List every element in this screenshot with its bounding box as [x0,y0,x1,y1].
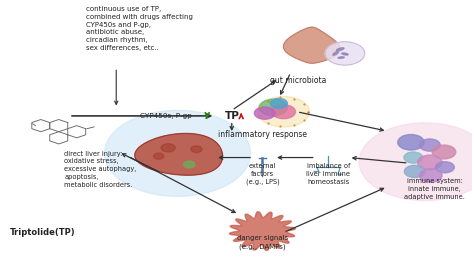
Text: gut microbiota: gut microbiota [270,76,326,85]
Circle shape [258,97,310,127]
Circle shape [419,139,440,151]
Text: continuous use of TP,
combined with drugs affecting
CYP450s and P-gp,
antibiotic: continuous use of TP, combined with drug… [86,6,192,51]
Text: danger signals
(e.g., DAMPs): danger signals (e.g., DAMPs) [237,235,288,249]
Circle shape [161,144,175,152]
Text: Triptolide(TP): Triptolide(TP) [10,228,76,237]
Circle shape [418,155,442,169]
Text: CYP450s, P-gp: CYP450s, P-gp [140,113,191,119]
Circle shape [259,99,287,116]
Ellipse shape [338,57,344,58]
Circle shape [432,145,456,159]
Circle shape [436,162,455,173]
Circle shape [419,169,442,182]
Circle shape [255,107,275,119]
Text: inflammatory response: inflammatory response [218,130,307,139]
Circle shape [271,98,287,109]
Circle shape [325,42,365,65]
Circle shape [104,110,251,196]
Circle shape [404,152,423,163]
Circle shape [398,134,424,150]
Text: external
factors
(e.g., LPS): external factors (e.g., LPS) [246,163,279,185]
Ellipse shape [333,52,338,55]
Polygon shape [283,27,340,63]
Circle shape [154,153,164,159]
Text: direct liver injury:
oxidative stress,
excessive autophagy,
apoptosis,
metabolic: direct liver injury: oxidative stress, e… [64,151,137,187]
Text: imbalance of
liver immune
homeostasis: imbalance of liver immune homeostasis [306,163,350,185]
Text: immune system:
innate immune,
adaptive immune.: immune system: innate immune, adaptive i… [404,178,465,200]
Circle shape [404,165,425,177]
Text: TP: TP [225,111,239,121]
Ellipse shape [342,53,348,55]
Circle shape [272,105,295,119]
Polygon shape [229,212,295,251]
Circle shape [183,161,195,168]
Ellipse shape [337,48,344,51]
Circle shape [191,146,202,153]
Polygon shape [135,133,222,175]
Circle shape [359,123,474,201]
